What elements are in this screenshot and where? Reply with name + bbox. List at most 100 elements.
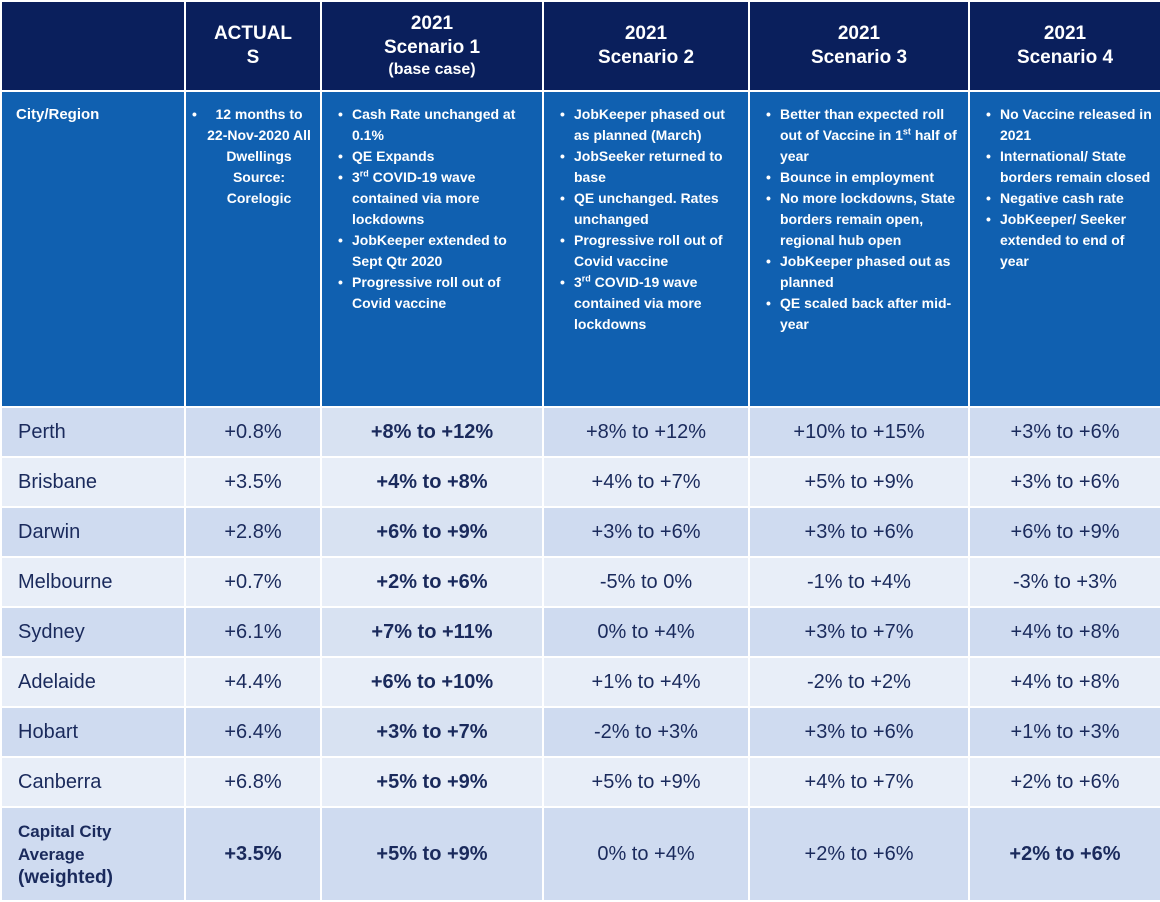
table-row: Canberra +6.8% +5% to +9% +5% to +9% +4% to … [0, 756, 1160, 808]
average-scenario-1: +5% to +9% [320, 806, 544, 902]
header-s2-name: Scenario 2 [597, 47, 695, 68]
assumption-item: Cash Rate unchanged at 0.1% [338, 104, 534, 146]
scenario-3-value: +10% to +15% [748, 406, 970, 458]
scenario-4-value: +4% to +8% [968, 656, 1160, 708]
header-scenario-2: 2021 Scenario 2 [542, 0, 750, 92]
scenario-3-value: +3% to +7% [748, 606, 970, 658]
actual-value: +0.7% [184, 556, 322, 608]
header-row: ACTUALS 2021 Scenario 1 (base case) 2021… [0, 0, 1160, 92]
scenario-3-value: +3% to +6% [748, 506, 970, 558]
city-name: Melbourne [0, 556, 186, 608]
city-name: Sydney [0, 606, 186, 658]
scenario-2-value: +4% to +7% [542, 456, 750, 508]
header-s3-year: 2021 [837, 23, 881, 44]
assumption-item: No more lockdowns, State borders remain … [766, 188, 960, 251]
average-label-line: Average [18, 844, 85, 864]
average-label-line: Capital City [18, 821, 112, 841]
assumption-item: JobSeeker returned to base [560, 146, 740, 188]
assumption-item: QE unchanged. Rates unchanged [560, 188, 740, 230]
average-row: Capital City Average (weighted) +3.5% +5… [0, 806, 1160, 902]
scenario-3-value: +3% to +6% [748, 706, 970, 758]
scenario-1-value: +6% to +10% [320, 656, 544, 708]
assumption-item: International/ State borders remain clos… [986, 146, 1152, 188]
assumption-item: JobKeeper extended to Sept Qtr 2020 [338, 230, 534, 272]
scenario-2-value: +8% to +12% [542, 406, 750, 458]
header-scenario-1: 2021 Scenario 1 (base case) [320, 0, 544, 92]
scenario-4-value: +3% to +6% [968, 406, 1160, 458]
assumption-item: Bounce in employment [766, 167, 960, 188]
actual-value: +6.1% [184, 606, 322, 658]
scenario-1-value: +7% to +11% [320, 606, 544, 658]
city-region-label: City/Region [0, 90, 186, 408]
table-row: Perth +0.8% +8% to +12% +8% to +12% +10% to … [0, 406, 1160, 458]
header-s3-name: Scenario 3 [810, 47, 908, 68]
scenario-1-value: +2% to +6% [320, 556, 544, 608]
header-scenario-3: 2021 Scenario 3 [748, 0, 970, 92]
assumption-item: Negative cash rate [986, 188, 1152, 209]
actual-value: +2.8% [184, 506, 322, 558]
scenario-3-value: +4% to +7% [748, 756, 970, 808]
header-s4-name: Scenario 4 [1016, 47, 1114, 68]
scenario-2-value: 0% to +4% [542, 606, 750, 658]
scenario-2-value: +3% to +6% [542, 506, 750, 558]
scenario-1-assumptions: Cash Rate unchanged at 0.1% QE Expands 3… [320, 90, 544, 408]
city-name: Perth [0, 406, 186, 458]
header-empty [0, 0, 186, 92]
scenario-4-assumptions: No Vaccine released in 2021 Internationa… [968, 90, 1160, 408]
scenario-1-value: +5% to +9% [320, 756, 544, 808]
table-row: Brisbane +3.5% +4% to +8% +4% to +7% +5% to … [0, 456, 1160, 508]
actual-value: +3.5% [184, 456, 322, 508]
scenario-3-value: +5% to +9% [748, 456, 970, 508]
header-scenario-4: 2021 Scenario 4 [968, 0, 1160, 92]
actual-value: +4.4% [184, 656, 322, 708]
assumption-item: 3rd COVID-19 wave contained via more loc… [338, 167, 534, 230]
assumption-item: JobKeeper phased out as planned (March) [560, 104, 740, 146]
scenario-1-value: +4% to +8% [320, 456, 544, 508]
scenario-1-value: +8% to +12% [320, 406, 544, 458]
assumption-item: JobKeeper/ Seeker extended to end of yea… [986, 209, 1152, 272]
average-label: Capital City Average (weighted) [0, 806, 186, 902]
city-name: Adelaide [0, 656, 186, 708]
actual-value: +0.8% [184, 406, 322, 458]
table-row: Darwin +2.8% +6% to +9% +3% to +6% +3% to +6… [0, 506, 1160, 558]
city-rows: Perth +0.8% +8% to +12% +8% to +12% +10% to … [0, 406, 1160, 808]
scenario-1-value: +3% to +7% [320, 706, 544, 758]
scenario-3-value: -1% to +4% [748, 556, 970, 608]
scenario-4-value: +1% to +3% [968, 706, 1160, 758]
city-name: Canberra [0, 756, 186, 808]
city-name: Brisbane [0, 456, 186, 508]
assumption-item: 3rd COVID-19 wave contained via more loc… [560, 272, 740, 335]
city-name: Hobart [0, 706, 186, 758]
header-s2-year: 2021 [624, 23, 668, 44]
assumption-item: JobKeeper phased out as planned [766, 251, 960, 293]
scenario-4-value: +6% to +9% [968, 506, 1160, 558]
scenario-4-value: +3% to +6% [968, 456, 1160, 508]
actuals-note: 12 months to 22-Nov-2020 All Dwellings S… [192, 104, 314, 209]
scenario-2-value: -2% to +3% [542, 706, 750, 758]
assumption-item: Progressive roll out of Covid vaccine [338, 272, 534, 314]
assumption-item: Progressive roll out of Covid vaccine [560, 230, 740, 272]
header-s1-year: 2021 [410, 13, 454, 34]
scenario-2-assumptions: JobKeeper phased out as planned (March) … [542, 90, 750, 408]
assumption-item: QE scaled back after mid-year [766, 293, 960, 335]
scenario-2-value: +5% to +9% [542, 756, 750, 808]
scenario-2-value: -5% to 0% [542, 556, 750, 608]
header-s1-note: (base case) [388, 61, 476, 78]
average-scenario-2: 0% to +4% [542, 806, 750, 902]
scenario-2-value: +1% to +4% [542, 656, 750, 708]
average-scenario-3: +2% to +6% [748, 806, 970, 902]
average-label-line: (weighted) [18, 866, 113, 888]
assumption-item: QE Expands [338, 146, 534, 167]
assumption-item: No Vaccine released in 2021 [986, 104, 1152, 146]
table-row: Hobart +6.4% +3% to +7% -2% to +3% +3% to +6… [0, 706, 1160, 758]
scenario-4-value: -3% to +3% [968, 556, 1160, 608]
scenario-1-value: +6% to +9% [320, 506, 544, 558]
average-actual: +3.5% [184, 806, 322, 902]
actuals-assumptions: 12 months to 22-Nov-2020 All Dwellings S… [184, 90, 322, 408]
assumptions-row: City/Region 12 months to 22-Nov-2020 All… [0, 90, 1160, 408]
city-name: Darwin [0, 506, 186, 558]
average-scenario-4: +2% to +6% [968, 806, 1160, 902]
scenario-4-value: +2% to +6% [968, 756, 1160, 808]
scenario-4-value: +4% to +8% [968, 606, 1160, 658]
